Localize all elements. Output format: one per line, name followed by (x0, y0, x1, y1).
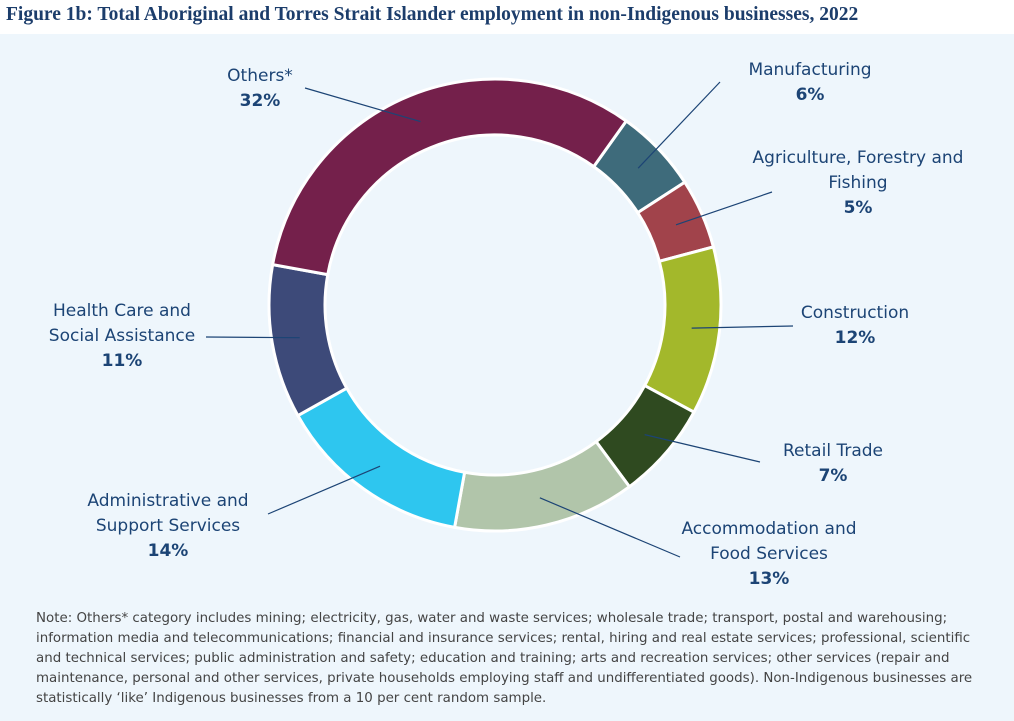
leader-line (304, 87, 421, 123)
value-label: 7% (818, 466, 848, 486)
segment-label: Others* 32% (200, 64, 320, 114)
segment-label: Retail Trade 7% (753, 439, 913, 489)
leader-line (539, 497, 681, 558)
donut-segment (642, 245, 723, 415)
value-label: 5% (843, 198, 873, 218)
category-label: Health Care and Social Assistance (48, 301, 196, 346)
category-label: Manufacturing (748, 60, 872, 80)
category-label: Administrative and Support Services (87, 491, 249, 536)
segment-label: Health Care and Social Assistance 11% (32, 299, 212, 374)
leader-line (267, 465, 381, 515)
value-label: 14% (147, 541, 189, 561)
leader-line (637, 81, 721, 169)
category-label: Others* (227, 66, 293, 86)
segment-label: Construction 12% (775, 301, 935, 351)
leader-line (644, 434, 761, 463)
category-label: Retail Trade (783, 441, 883, 461)
segment-label: Manufacturing 6% (710, 58, 910, 108)
value-label: 32% (239, 91, 281, 111)
category-label: Accommodation and Food Services (681, 519, 857, 564)
leader-line (675, 191, 773, 226)
segment-label: Administrative and Support Services 14% (73, 489, 263, 564)
donut-segment (267, 262, 349, 418)
leader-line (205, 336, 300, 339)
segment-label: Accommodation and Food Services 13% (679, 517, 859, 592)
chart-panel (0, 34, 1014, 721)
donut-segment (452, 439, 632, 533)
chart-note: Note: Others* category includes mining; … (36, 611, 973, 706)
category-label: Agriculture, Forestry and Fishing (752, 148, 964, 193)
chart-title: Figure 1b: Total Aboriginal and Torres S… (6, 4, 859, 25)
value-label: 12% (834, 328, 876, 348)
leader-line (691, 325, 794, 329)
value-label: 6% (795, 85, 825, 105)
value-label: 13% (748, 569, 790, 589)
value-label: 11% (101, 351, 143, 371)
segment-label: Agriculture, Forestry and Fishing 5% (738, 146, 978, 221)
donut-segment (295, 386, 467, 530)
donut-segment (270, 77, 629, 277)
category-label: Construction (800, 303, 910, 323)
